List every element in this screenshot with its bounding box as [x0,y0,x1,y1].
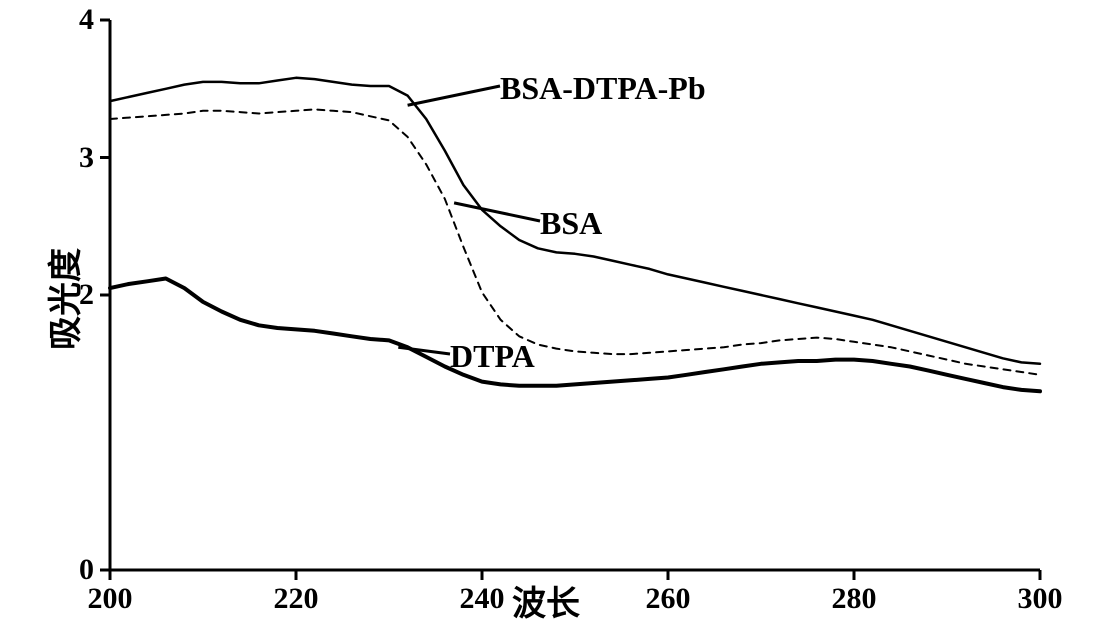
absorbance-chart: 0234 200220240260280300 吸光度 波长 BSA-DTPA-… [0,0,1096,632]
x-tick-label: 200 [88,582,133,616]
y-tick-label: 3 [70,141,94,175]
x-tick-label: 280 [832,582,877,616]
series-line-dtpa [110,279,1040,392]
x-tick-label: 300 [1018,582,1063,616]
series-label-bsa-dtpa-pb: BSA-DTPA-Pb [500,70,706,107]
x-tick-label: 220 [274,582,319,616]
x-tick-label: 240 [460,582,505,616]
y-tick-label: 4 [70,3,94,37]
y-axis-label: 吸光度 [38,248,87,350]
series-label-bsa: BSA [540,205,602,242]
x-axis-label: 波长 [512,576,580,625]
series-label-dtpa: DTPA [450,338,535,375]
series-line-bsa [110,109,1040,374]
x-tick-label: 260 [646,582,691,616]
